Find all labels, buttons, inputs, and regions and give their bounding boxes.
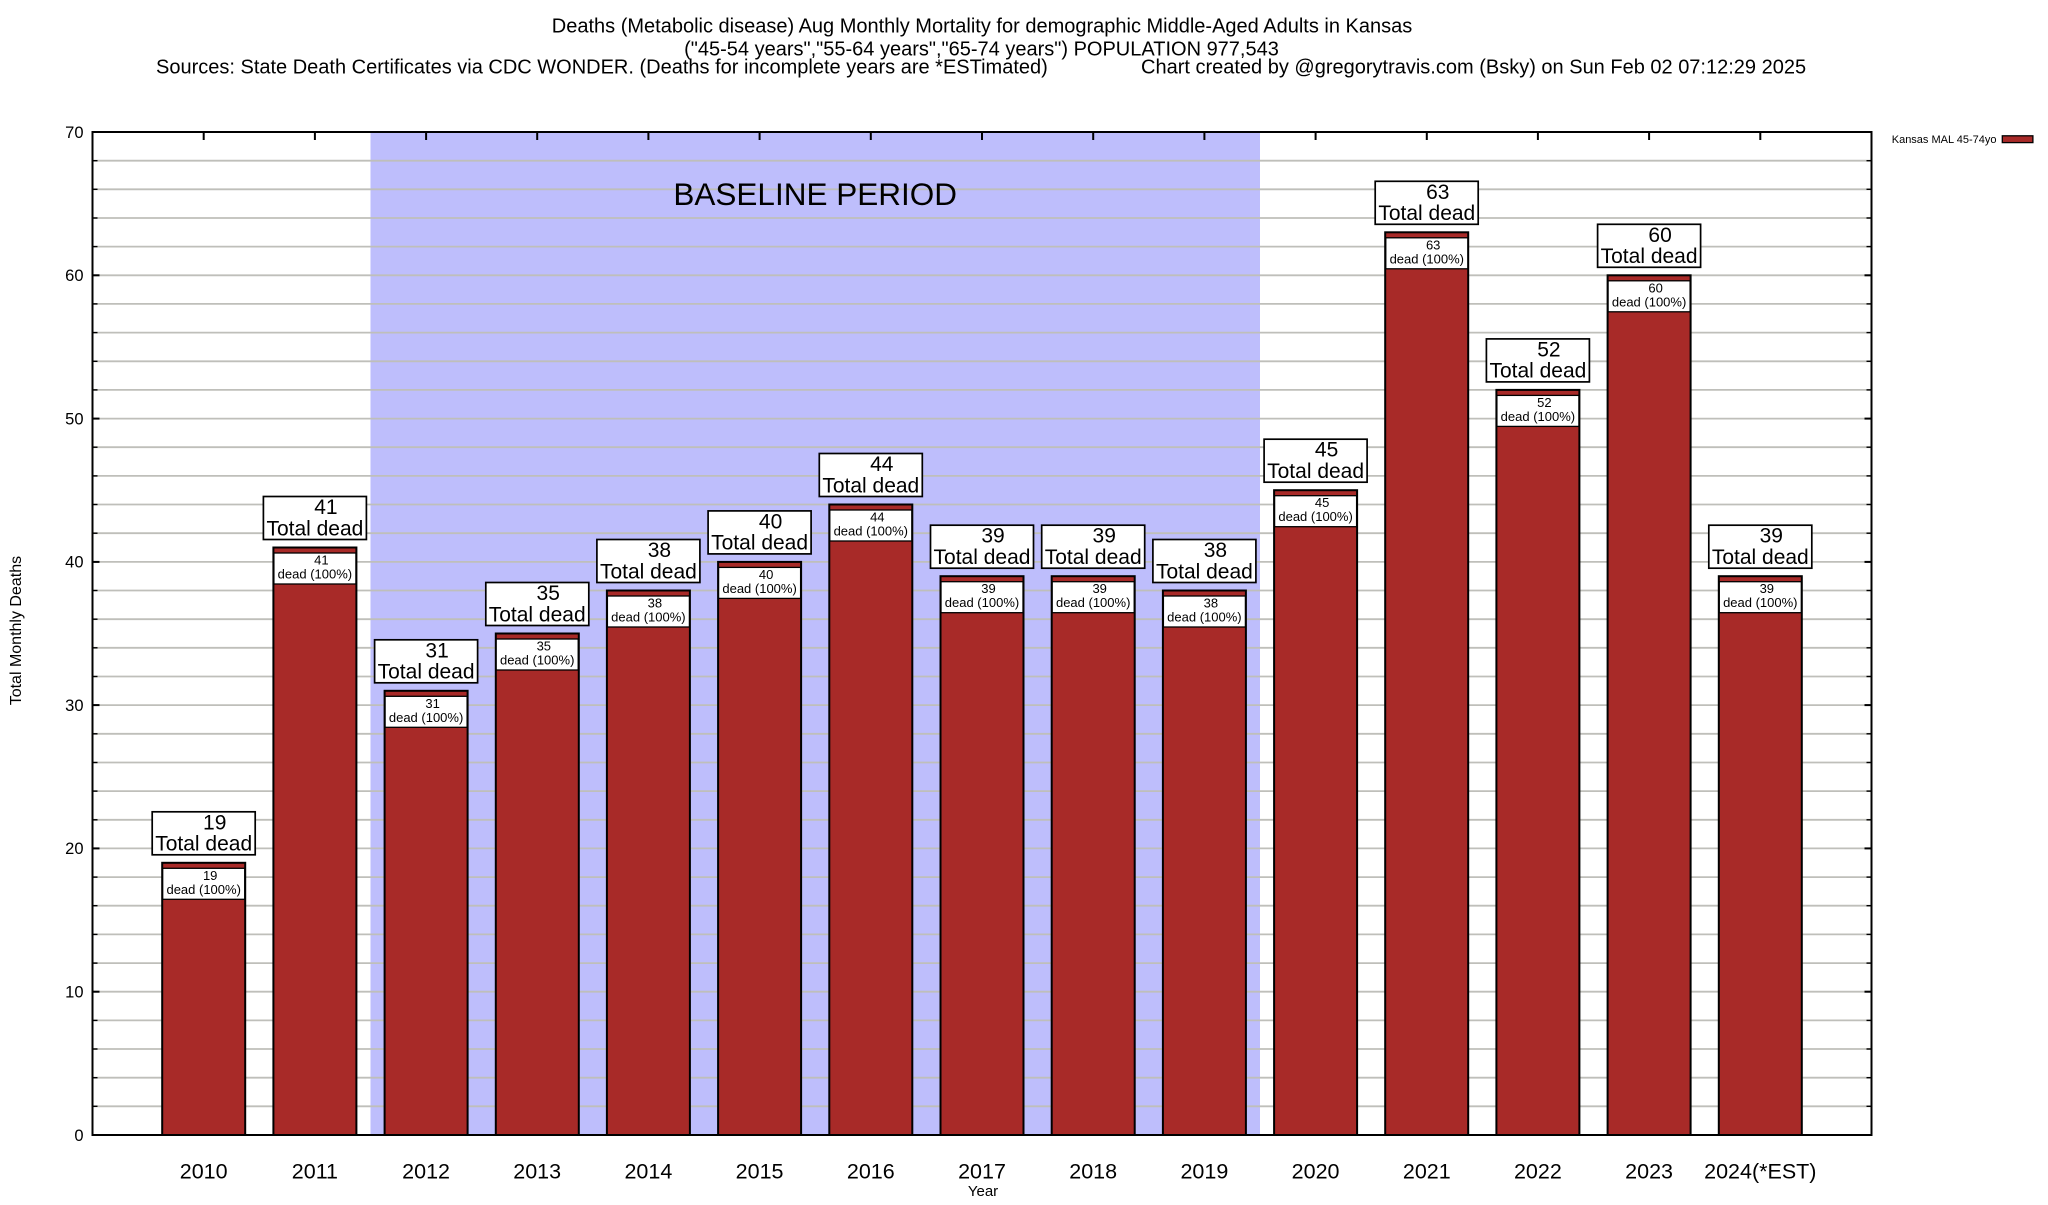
svg-text:30: 30 (65, 697, 83, 715)
svg-text:31: 31 (425, 639, 448, 662)
svg-text:dead (100%): dead (100%) (1278, 509, 1352, 524)
svg-text:Total dead: Total dead (1156, 560, 1253, 583)
svg-text:40: 40 (759, 510, 782, 533)
svg-text:dead (100%): dead (100%) (611, 610, 685, 625)
svg-text:Total dead: Total dead (1378, 202, 1475, 225)
svg-text:39: 39 (981, 581, 995, 596)
svg-text:39: 39 (1092, 581, 1106, 596)
svg-text:2022: 2022 (1514, 1160, 1562, 1184)
svg-text:2019: 2019 (1180, 1160, 1228, 1184)
svg-text:dead (100%): dead (100%) (1056, 595, 1130, 610)
svg-text:31: 31 (425, 696, 439, 711)
svg-text:Deaths (Metabolic disease) Aug: Deaths (Metabolic disease) Aug Monthly M… (552, 16, 1412, 38)
svg-text:BASELINE PERIOD: BASELINE PERIOD (673, 176, 957, 212)
svg-text:Sources: State Death Certifica: Sources: State Death Certificates via CD… (156, 57, 1048, 79)
svg-text:Total dead: Total dead (1045, 546, 1142, 569)
svg-text:Chart created by @gregorytravi: Chart created by @gregorytravis.com (Bsk… (1141, 57, 1806, 79)
svg-text:35: 35 (537, 582, 560, 605)
svg-text:63: 63 (1426, 237, 1440, 252)
svg-text:dead (100%): dead (100%) (166, 882, 240, 897)
svg-text:2024(*EST): 2024(*EST) (1704, 1160, 1816, 1184)
svg-text:dead (100%): dead (100%) (722, 581, 796, 596)
svg-text:Total dead: Total dead (489, 603, 586, 626)
svg-text:dead (100%): dead (100%) (834, 524, 908, 539)
svg-text:dead (100%): dead (100%) (1501, 409, 1575, 424)
svg-text:38: 38 (648, 539, 671, 562)
svg-text:dead (100%): dead (100%) (389, 710, 463, 725)
svg-text:2012: 2012 (402, 1160, 450, 1184)
svg-text:2016: 2016 (847, 1160, 895, 1184)
svg-text:Total dead: Total dead (1712, 546, 1809, 569)
svg-text:40: 40 (65, 554, 83, 572)
svg-text:19: 19 (203, 868, 217, 883)
svg-text:39: 39 (1760, 581, 1774, 596)
svg-text:44: 44 (870, 453, 894, 476)
svg-text:44: 44 (870, 510, 884, 525)
svg-text:Year: Year (968, 1183, 998, 1200)
svg-text:dead (100%): dead (100%) (500, 653, 574, 668)
svg-text:2013: 2013 (513, 1160, 561, 1184)
svg-text:35: 35 (537, 639, 551, 654)
svg-text:45: 45 (1315, 495, 1329, 510)
svg-text:52: 52 (1537, 338, 1560, 361)
svg-text:52: 52 (1537, 395, 1551, 410)
svg-text:60: 60 (65, 267, 83, 285)
svg-text:38: 38 (648, 596, 662, 611)
svg-text:38: 38 (1204, 596, 1218, 611)
svg-text:2015: 2015 (736, 1160, 784, 1184)
svg-text:Total dead: Total dead (1267, 460, 1364, 483)
svg-text:2011: 2011 (292, 1160, 338, 1184)
svg-text:39: 39 (981, 525, 1004, 548)
svg-text:45: 45 (1315, 439, 1338, 462)
svg-text:Total dead: Total dead (600, 560, 697, 583)
svg-text:63: 63 (1426, 181, 1449, 204)
svg-text:2023: 2023 (1625, 1160, 1673, 1184)
svg-text:20: 20 (65, 840, 83, 858)
svg-text:dead (100%): dead (100%) (945, 595, 1019, 610)
svg-text:2018: 2018 (1069, 1160, 1117, 1184)
svg-text:("45-54 years","55-64 years",": ("45-54 years","55-64 years","65-74 year… (684, 39, 1279, 61)
svg-text:Total dead: Total dead (155, 833, 252, 856)
svg-text:Total dead: Total dead (822, 474, 919, 497)
svg-text:dead (100%): dead (100%) (278, 567, 352, 582)
svg-text:38: 38 (1204, 539, 1227, 562)
svg-text:Kansas MAL 45-74yo: Kansas MAL 45-74yo (1892, 134, 1997, 146)
svg-text:Total dead: Total dead (934, 546, 1031, 569)
svg-text:40: 40 (759, 567, 773, 582)
svg-text:Total dead: Total dead (266, 517, 363, 540)
svg-text:19: 19 (203, 811, 226, 834)
svg-text:2014: 2014 (624, 1160, 672, 1184)
svg-text:Total Monthly Deaths: Total Monthly Deaths (8, 556, 25, 705)
svg-text:60: 60 (1648, 280, 1662, 295)
svg-text:dead (100%): dead (100%) (1167, 610, 1241, 625)
svg-text:dead (100%): dead (100%) (1612, 294, 1686, 309)
svg-text:39: 39 (1760, 525, 1783, 548)
svg-text:Total dead: Total dead (378, 661, 475, 684)
svg-text:Total dead: Total dead (1489, 360, 1586, 383)
svg-text:2017: 2017 (958, 1160, 1006, 1184)
svg-text:Total dead: Total dead (711, 532, 808, 555)
svg-text:2010: 2010 (180, 1160, 228, 1184)
svg-text:dead (100%): dead (100%) (1390, 251, 1464, 266)
svg-text:2020: 2020 (1292, 1160, 1340, 1184)
svg-text:0: 0 (74, 1127, 83, 1145)
svg-text:50: 50 (65, 410, 83, 428)
svg-text:70: 70 (65, 124, 83, 142)
svg-text:60: 60 (1648, 224, 1671, 247)
svg-text:41: 41 (314, 496, 337, 519)
svg-text:10: 10 (65, 984, 83, 1002)
svg-text:41: 41 (314, 553, 328, 568)
svg-text:2021: 2021 (1403, 1160, 1451, 1184)
svg-text:dead (100%): dead (100%) (1723, 595, 1797, 610)
svg-text:39: 39 (1093, 525, 1116, 548)
svg-text:Total dead: Total dead (1601, 245, 1698, 268)
